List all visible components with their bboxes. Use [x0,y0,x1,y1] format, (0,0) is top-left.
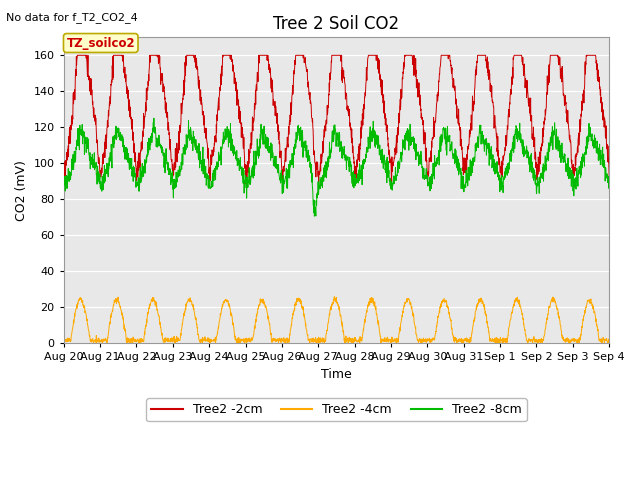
X-axis label: Time: Time [321,368,352,381]
Y-axis label: CO2 (mV): CO2 (mV) [15,160,28,221]
Legend: Tree2 -2cm, Tree2 -4cm, Tree2 -8cm: Tree2 -2cm, Tree2 -4cm, Tree2 -8cm [147,398,527,421]
Title: Tree 2 Soil CO2: Tree 2 Soil CO2 [273,15,399,33]
Text: No data for f_T2_CO2_4: No data for f_T2_CO2_4 [6,12,138,23]
Text: TZ_soilco2: TZ_soilco2 [67,36,135,49]
